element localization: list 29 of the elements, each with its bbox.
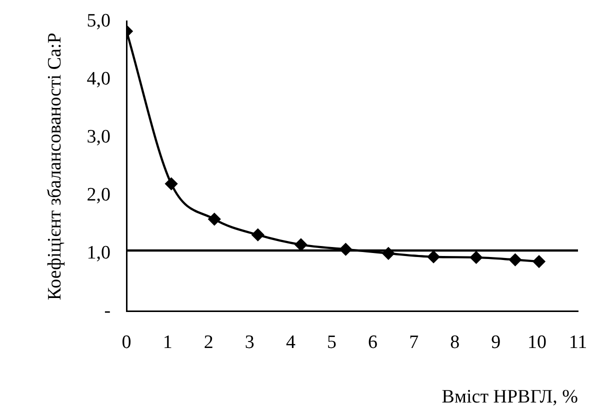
y-tick-label: 5,0 [86,10,111,32]
x-tick-label: 3 [244,332,254,353]
x-tick-label: 10 [527,332,546,353]
x-tick-label: 6 [368,332,378,353]
x-tick-label: 9 [491,332,501,353]
point [470,251,482,264]
y-tick-label: 3,0 [86,126,111,148]
x-tick-label: 11 [568,332,588,353]
point [532,255,546,268]
x-tick-label: 1 [162,332,172,353]
x-tick-label: 0 [122,332,132,353]
x-tick-label: 7 [409,332,419,353]
y-axis-title: Коефіцієнт збалансованості Ca:P [44,32,66,300]
x-tick-label: 5 [327,332,337,353]
y-tick-label: 2,0 [86,184,111,206]
y-tick-label: 1,0 [86,242,111,264]
point [165,178,178,190]
x-axis-title: Вміст НРВГЛ, % [442,386,578,408]
point [509,254,522,266]
x-tick-label: 4 [286,332,296,353]
point [208,213,220,226]
y-tick-label: 4,0 [86,68,111,90]
x-tick-label: 2 [204,332,214,353]
point [427,250,440,263]
point [252,228,264,241]
point [294,238,308,251]
y-tick-label: - [104,300,111,322]
x-tick-label: 8 [450,332,460,353]
point [382,247,394,260]
